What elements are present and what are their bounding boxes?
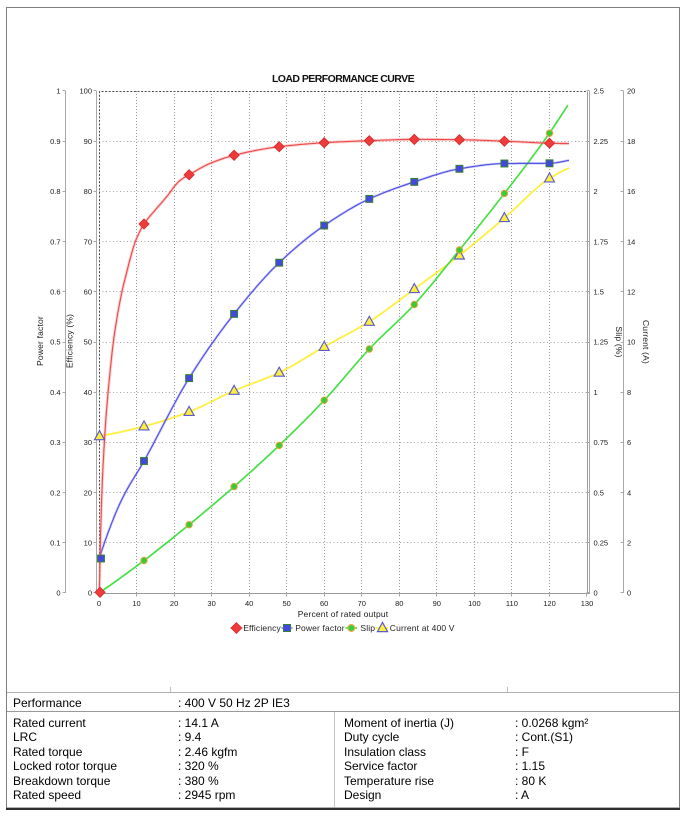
svg-text:80: 80 xyxy=(84,187,92,196)
svg-text:110: 110 xyxy=(506,599,518,608)
svg-text:18: 18 xyxy=(627,137,635,146)
svg-text:8: 8 xyxy=(627,388,631,397)
svg-text:90: 90 xyxy=(84,137,92,146)
svg-text:50: 50 xyxy=(283,599,291,608)
svg-text:20: 20 xyxy=(170,599,178,608)
svg-text:80: 80 xyxy=(395,599,403,608)
svg-text:20: 20 xyxy=(627,87,635,96)
svg-text:0: 0 xyxy=(56,589,60,598)
svg-text:50: 50 xyxy=(84,338,92,347)
svg-text:4: 4 xyxy=(627,488,631,497)
svg-text:12: 12 xyxy=(627,288,635,297)
svg-text:2: 2 xyxy=(627,539,631,548)
svg-text:20: 20 xyxy=(84,488,92,497)
svg-text:Efficiency: Efficiency xyxy=(243,623,281,633)
svg-text:2.25: 2.25 xyxy=(594,137,609,146)
svg-text:0.75: 0.75 xyxy=(594,438,609,447)
svg-text:0.2: 0.2 xyxy=(50,488,60,497)
svg-text:70: 70 xyxy=(84,237,92,246)
svg-text:0: 0 xyxy=(594,589,598,598)
svg-text:0.5: 0.5 xyxy=(594,488,604,497)
svg-text:10: 10 xyxy=(627,338,635,347)
svg-text:0.9: 0.9 xyxy=(50,137,60,146)
svg-text:1.5: 1.5 xyxy=(594,288,604,297)
svg-text:1.75: 1.75 xyxy=(594,237,609,246)
svg-text:Current at 400 V: Current at 400 V xyxy=(390,623,455,633)
svg-text:30: 30 xyxy=(207,599,215,608)
svg-text:Slip (%): Slip (%) xyxy=(614,326,624,357)
svg-text:14: 14 xyxy=(627,237,635,246)
svg-text:0.4: 0.4 xyxy=(50,388,60,397)
svg-text:Percent of rated output: Percent of rated output xyxy=(298,609,389,619)
svg-text:2: 2 xyxy=(594,187,598,196)
svg-text:10: 10 xyxy=(84,539,92,548)
svg-text:0.1: 0.1 xyxy=(50,539,60,548)
svg-text:40: 40 xyxy=(245,599,253,608)
svg-text:16: 16 xyxy=(627,187,635,196)
svg-text:0.6: 0.6 xyxy=(50,288,60,297)
svg-text:70: 70 xyxy=(358,599,366,608)
svg-text:120: 120 xyxy=(543,599,556,608)
svg-text:6: 6 xyxy=(627,438,631,447)
svg-text:Power factor: Power factor xyxy=(35,316,45,366)
svg-text:Power factor: Power factor xyxy=(295,623,345,633)
svg-text:1: 1 xyxy=(56,87,60,96)
svg-text:1: 1 xyxy=(594,388,598,397)
svg-text:90: 90 xyxy=(433,599,441,608)
svg-text:Current (A): Current (A) xyxy=(641,320,651,364)
svg-text:Slip: Slip xyxy=(360,623,375,633)
svg-text:0.7: 0.7 xyxy=(50,237,60,246)
svg-text:1.25: 1.25 xyxy=(594,338,609,347)
svg-text:0: 0 xyxy=(97,599,101,608)
svg-text:0.3: 0.3 xyxy=(50,438,60,447)
svg-text:10: 10 xyxy=(132,599,140,608)
svg-text:2.5: 2.5 xyxy=(594,87,604,96)
svg-text:60: 60 xyxy=(320,599,328,608)
svg-text:0.5: 0.5 xyxy=(50,338,60,347)
svg-text:0.25: 0.25 xyxy=(594,539,609,548)
svg-text:100: 100 xyxy=(79,87,92,96)
svg-text:130: 130 xyxy=(581,599,594,608)
svg-text:60: 60 xyxy=(84,288,92,297)
svg-text:Efficiency (%): Efficiency (%) xyxy=(65,314,75,368)
svg-text:LOAD PERFORMANCE CURVE: LOAD PERFORMANCE CURVE xyxy=(272,73,415,85)
svg-text:0.8: 0.8 xyxy=(50,187,60,196)
svg-text:100: 100 xyxy=(468,599,481,608)
svg-text:0: 0 xyxy=(627,589,631,598)
svg-text:30: 30 xyxy=(84,438,92,447)
svg-text:0: 0 xyxy=(88,589,92,598)
svg-text:40: 40 xyxy=(84,388,92,397)
